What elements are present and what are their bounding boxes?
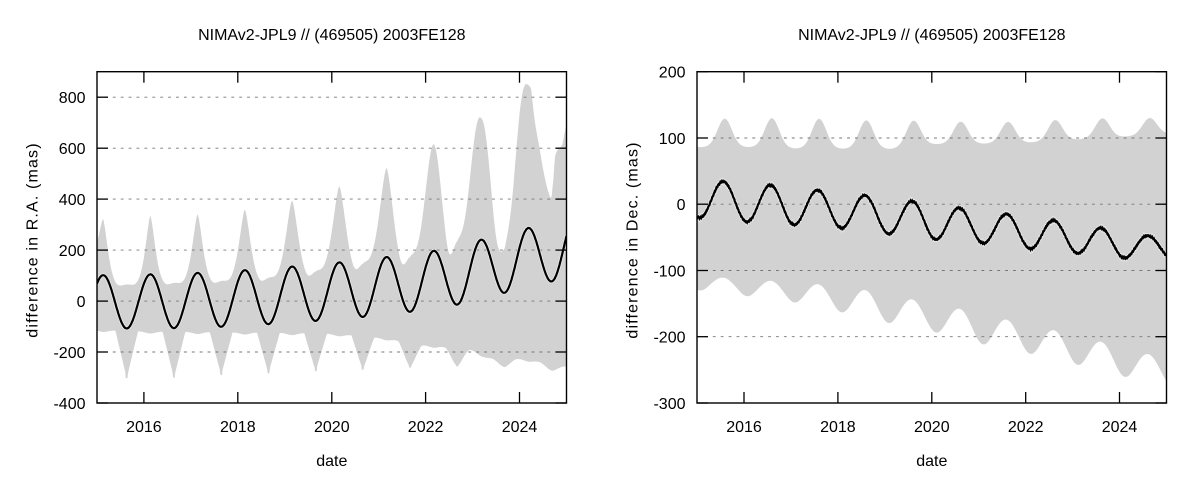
svg-text:2016: 2016	[726, 419, 762, 436]
svg-text:2024: 2024	[502, 419, 538, 436]
svg-text:2018: 2018	[220, 419, 256, 436]
svg-text:-300: -300	[653, 396, 685, 413]
svg-text:600: 600	[59, 141, 86, 158]
svg-text:-200: -200	[53, 345, 85, 362]
svg-text:200: 200	[59, 243, 86, 260]
svg-text:0: 0	[77, 294, 86, 311]
svg-text:100: 100	[659, 131, 686, 148]
svg-text:2020: 2020	[314, 419, 350, 436]
svg-text:2022: 2022	[408, 419, 444, 436]
svg-text:date: date	[316, 453, 347, 470]
svg-text:NIMAv2-JPL9 // (469505) 2003FE: NIMAv2-JPL9 // (469505) 2003FE128	[798, 27, 1066, 44]
svg-text:difference in Dec. (mas): difference in Dec. (mas)	[625, 141, 642, 338]
svg-text:-400: -400	[53, 396, 85, 413]
svg-text:2024: 2024	[1102, 419, 1138, 436]
svg-text:-100: -100	[653, 263, 685, 280]
svg-text:2020: 2020	[914, 419, 950, 436]
svg-text:NIMAv2-JPL9 // (469505) 2003FE: NIMAv2-JPL9 // (469505) 2003FE128	[198, 27, 466, 44]
svg-text:difference in R.A. (mas): difference in R.A. (mas)	[25, 142, 42, 337]
svg-text:2018: 2018	[820, 419, 856, 436]
svg-text:200: 200	[659, 65, 686, 82]
svg-text:800: 800	[59, 90, 86, 107]
svg-text:2022: 2022	[1008, 419, 1044, 436]
svg-text:-200: -200	[653, 330, 685, 347]
svg-text:date: date	[916, 453, 947, 470]
svg-text:400: 400	[59, 192, 86, 209]
svg-text:0: 0	[677, 197, 686, 214]
svg-text:2016: 2016	[126, 419, 162, 436]
